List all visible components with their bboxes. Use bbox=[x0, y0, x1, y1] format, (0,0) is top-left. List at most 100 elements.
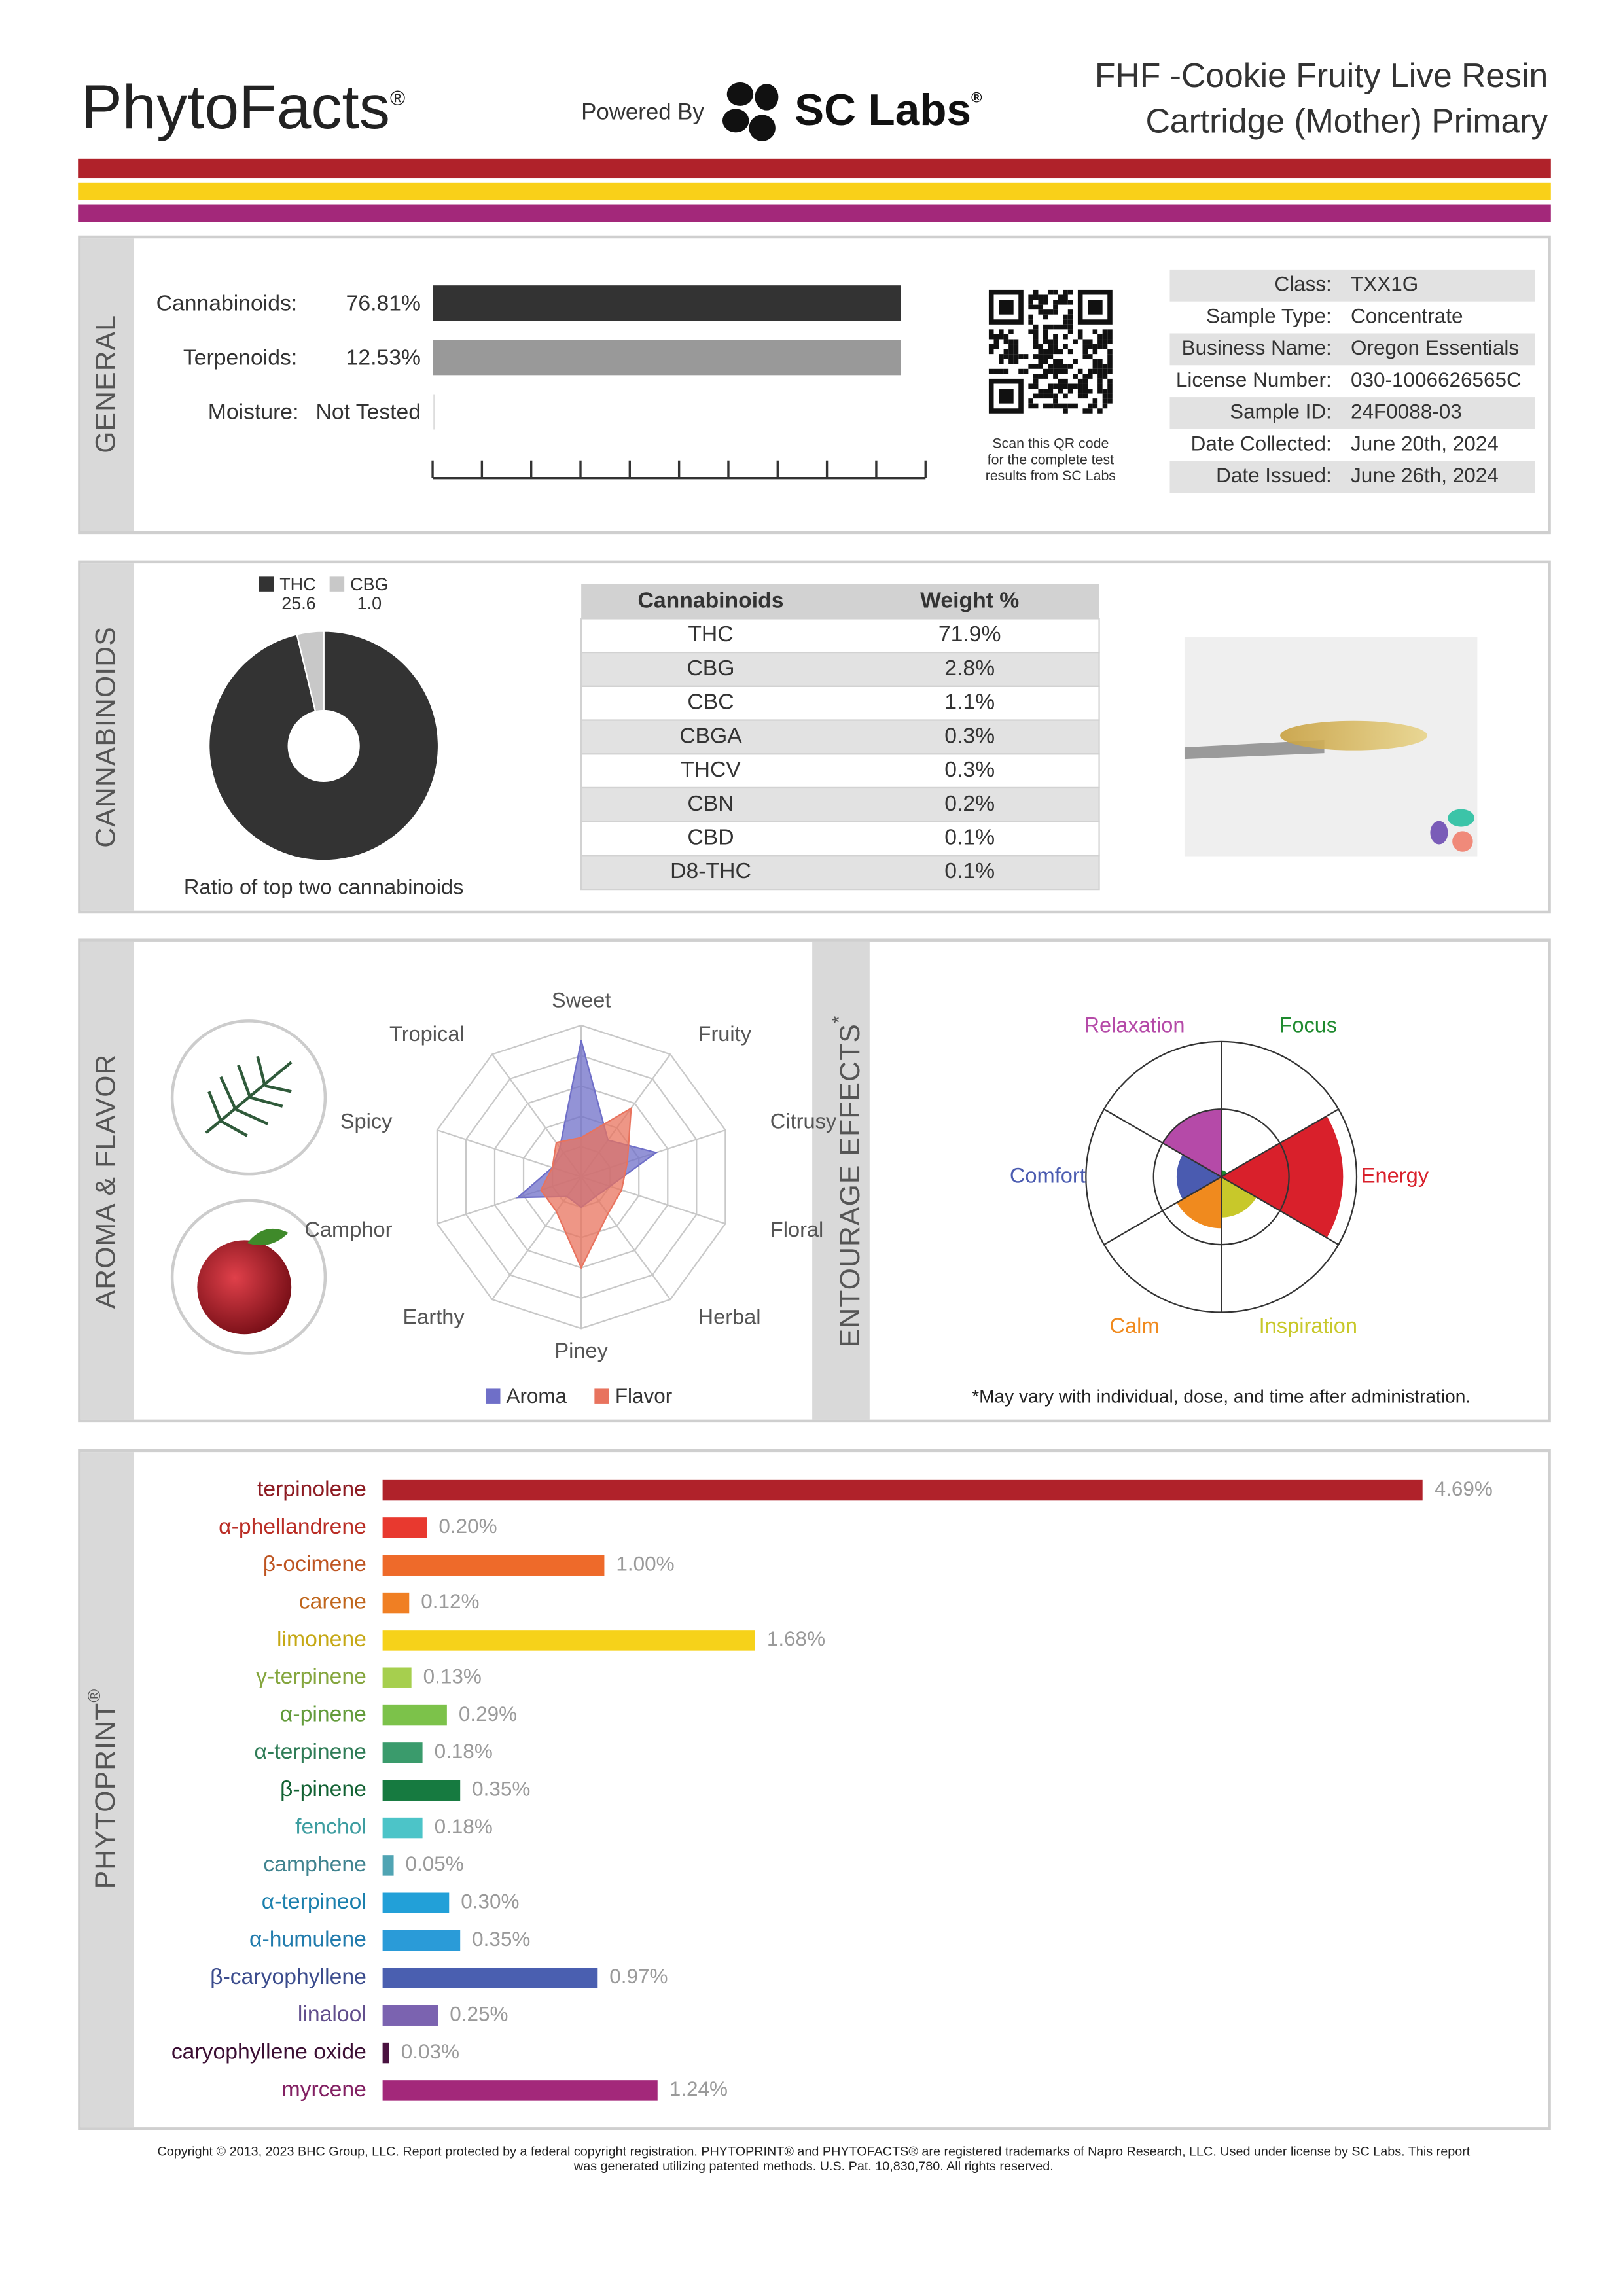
table-row-bg bbox=[580, 719, 1100, 755]
qr-cell bbox=[1077, 334, 1083, 340]
qr-cell bbox=[1003, 368, 1009, 374]
qr-cell bbox=[1073, 374, 1078, 379]
section-label: GENERAL bbox=[90, 315, 121, 453]
qr-caption: results from SC Labs bbox=[986, 468, 1116, 484]
qr-cell bbox=[1067, 383, 1073, 389]
qr-cell bbox=[1033, 354, 1039, 359]
qr-cell bbox=[1048, 393, 1054, 399]
bar-category: γ-terpinene bbox=[256, 1664, 366, 1689]
section-band bbox=[80, 1452, 134, 2128]
qr-cell bbox=[1058, 324, 1063, 330]
qr-cell bbox=[1053, 364, 1058, 369]
qr-cell bbox=[1038, 364, 1044, 369]
info-row-bg bbox=[1169, 461, 1535, 493]
qr-cell bbox=[1043, 403, 1048, 409]
qr-cell bbox=[1043, 309, 1048, 315]
qr-cell bbox=[1053, 359, 1058, 364]
qr-cell bbox=[1102, 403, 1108, 409]
qr-cell bbox=[1082, 408, 1088, 414]
qr-cell bbox=[1077, 368, 1083, 374]
qr-cell bbox=[1048, 368, 1054, 374]
qr-cell bbox=[993, 368, 999, 374]
effects-note: *May vary with individual, dose, and tim… bbox=[972, 1386, 1471, 1406]
qr-cell bbox=[1003, 349, 1009, 355]
qr-cell bbox=[1043, 393, 1048, 399]
bar bbox=[382, 1930, 461, 1951]
info-row-bg bbox=[1169, 269, 1535, 302]
qr-cell bbox=[1097, 383, 1103, 389]
qr-cell bbox=[1092, 364, 1098, 369]
qr-cell bbox=[993, 339, 999, 345]
pie-slice bbox=[208, 630, 440, 862]
qr-cell bbox=[1043, 368, 1048, 374]
rose-wedge bbox=[1177, 1176, 1222, 1229]
bar-value-label: 1.24% bbox=[669, 2077, 728, 2100]
bar-value-label: 0.18% bbox=[435, 1740, 493, 1763]
legend-label: CBG bbox=[350, 574, 388, 594]
info-value: TXX1G bbox=[1351, 272, 1418, 295]
product-title: Cartridge (Mother) Primary bbox=[1145, 102, 1548, 140]
table-cell: 2.8% bbox=[944, 656, 995, 680]
bar bbox=[382, 1630, 755, 1651]
general-value: Not Tested bbox=[315, 400, 421, 425]
radar-label: Floral bbox=[770, 1217, 824, 1241]
legend-swatch bbox=[259, 576, 274, 592]
stripe bbox=[78, 204, 1551, 222]
qr-cell bbox=[1033, 294, 1039, 300]
qr-finder bbox=[988, 378, 1024, 414]
qr-cell bbox=[1077, 378, 1083, 384]
qr-cell bbox=[1053, 403, 1058, 409]
qr-cell bbox=[1048, 349, 1054, 355]
radar-label: Sweet bbox=[552, 988, 611, 1012]
qr-finder bbox=[999, 300, 1014, 315]
lab-mark: ® bbox=[971, 90, 982, 106]
info-label: License Number: bbox=[1176, 368, 1332, 391]
qr-cell bbox=[1097, 368, 1103, 374]
qr-cell bbox=[1102, 398, 1108, 404]
qr-cell bbox=[1082, 378, 1088, 384]
bar-value-label: 0.25% bbox=[450, 2003, 508, 2026]
bar bbox=[382, 1555, 605, 1576]
qr-cell bbox=[1008, 344, 1014, 349]
bar bbox=[382, 2042, 389, 2064]
bar-category: caryophyllene oxide bbox=[171, 2039, 366, 2064]
qr-cell bbox=[1028, 329, 1033, 334]
powered-by: Powered By bbox=[581, 99, 704, 124]
qr-cell bbox=[1038, 300, 1044, 305]
qr-cell bbox=[1033, 324, 1039, 330]
qr-cell bbox=[1063, 344, 1068, 349]
bar bbox=[382, 2080, 658, 2101]
section-label-text: PHYTOPRINT bbox=[90, 1703, 121, 1890]
qr-cell bbox=[1077, 393, 1083, 399]
table-row-bg bbox=[580, 786, 1100, 822]
qr-cell bbox=[1043, 314, 1048, 320]
qr-cell bbox=[1033, 374, 1039, 379]
qr-cell bbox=[1088, 374, 1093, 379]
table-cell: CBGA bbox=[679, 723, 742, 748]
qr-cell bbox=[1033, 383, 1039, 389]
qr-cell bbox=[1043, 324, 1048, 330]
info-label: Sample ID: bbox=[1230, 400, 1332, 423]
qr-cell bbox=[1033, 334, 1039, 340]
bar bbox=[382, 1780, 461, 1801]
legend-value: 1.0 bbox=[357, 593, 382, 613]
qr-cell bbox=[1018, 354, 1024, 359]
radar-label: Citrusy bbox=[770, 1109, 837, 1133]
lab: SC Labs® bbox=[794, 86, 982, 135]
qr-cell bbox=[1097, 344, 1103, 349]
qr-cell bbox=[1077, 329, 1083, 334]
section-band bbox=[80, 563, 134, 911]
qr-cell bbox=[1073, 359, 1078, 364]
qr-caption: for the complete test bbox=[988, 451, 1114, 467]
qr-cell bbox=[993, 344, 999, 349]
qr-cell bbox=[1102, 389, 1108, 394]
qr-cell bbox=[1073, 403, 1078, 409]
radar-label: Fruity bbox=[698, 1021, 752, 1046]
qr-cell bbox=[1033, 403, 1039, 409]
qr-cell bbox=[1102, 393, 1108, 399]
rose-wedge bbox=[1176, 1154, 1222, 1199]
qr-cell bbox=[1058, 383, 1063, 389]
qr-cell bbox=[1028, 314, 1033, 320]
qr-cell bbox=[1082, 393, 1088, 399]
qr-cell bbox=[1048, 309, 1054, 315]
